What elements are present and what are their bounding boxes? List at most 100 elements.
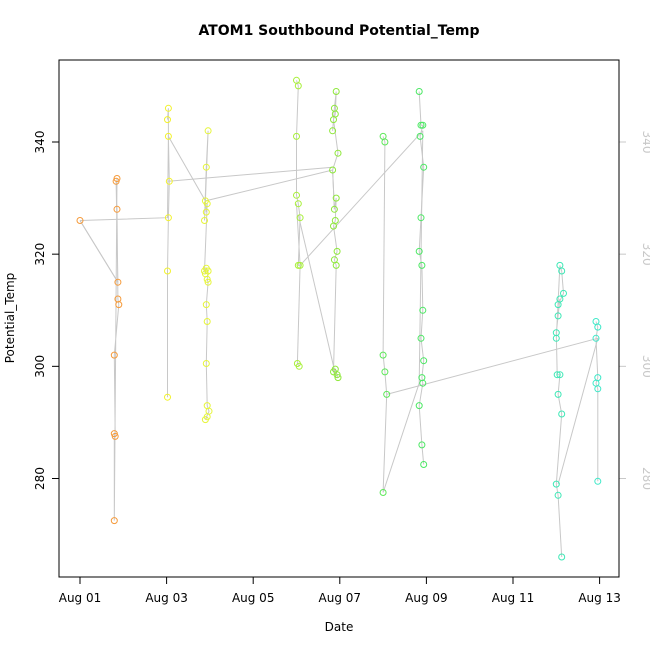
data-point (164, 214, 172, 222)
x-tick-label: Aug 03 (145, 591, 188, 605)
x-tick-label: Aug 07 (319, 591, 362, 605)
x-tick-label: Aug 13 (578, 591, 621, 605)
data-point (204, 267, 212, 275)
y-tick-label-left: 320 (33, 243, 47, 266)
profile-line (595, 321, 599, 482)
data-point (114, 278, 122, 286)
data-point (383, 390, 391, 398)
y-tick-label-left: 340 (33, 131, 47, 154)
data-point (418, 441, 426, 449)
data-point (381, 368, 389, 376)
data-point (333, 247, 341, 255)
data-point (330, 116, 337, 124)
data-point (110, 517, 118, 525)
data-point (419, 121, 427, 129)
x-tick-label: Aug 05 (232, 591, 275, 605)
data-point (420, 163, 428, 171)
data-point (415, 88, 423, 95)
profile-line (79, 178, 120, 521)
data-point (415, 402, 423, 410)
data-point (164, 132, 172, 140)
data-point (552, 480, 560, 488)
data-point (594, 323, 602, 331)
data-point (164, 104, 172, 112)
data-point (420, 461, 428, 468)
data-points (76, 76, 602, 561)
data-point (552, 329, 560, 337)
data-point (112, 177, 120, 185)
data-point (333, 371, 341, 379)
data-point (416, 132, 424, 140)
data-point (293, 132, 300, 140)
data-point (164, 393, 171, 401)
data-point (113, 205, 121, 213)
data-point (419, 306, 427, 314)
data-point (329, 127, 337, 135)
profile-line (418, 91, 425, 465)
data-point (202, 360, 210, 367)
data-point (558, 267, 566, 275)
y-tick-label-right: 300 (640, 355, 650, 378)
y-tick-label-right: 280 (640, 467, 650, 490)
data-point (379, 489, 387, 496)
data-point (295, 362, 303, 370)
data-point (334, 374, 342, 382)
data-point (330, 222, 337, 230)
plot-frame (58, 59, 620, 578)
data-point (330, 205, 338, 213)
data-point (381, 138, 389, 146)
data-point (293, 191, 300, 199)
data-point (115, 301, 123, 309)
data-point (164, 116, 171, 124)
data-point (417, 334, 425, 342)
data-point (202, 163, 210, 171)
data-point (76, 217, 84, 224)
data-point (294, 82, 302, 90)
data-point (419, 379, 427, 387)
data-point (296, 214, 304, 222)
data-point (113, 175, 121, 182)
data-point (594, 385, 602, 393)
profile-line (296, 80, 301, 367)
data-point (332, 194, 340, 202)
x-tick-label: Aug 01 (59, 591, 102, 605)
data-point (204, 278, 212, 286)
data-point (556, 295, 564, 303)
data-point (334, 149, 342, 157)
data-point (203, 413, 211, 421)
data-point (332, 261, 340, 269)
y-tick-label-right: 340 (640, 131, 650, 154)
data-point (558, 553, 566, 561)
x-tick-label: Aug 09 (405, 591, 448, 605)
y-axis-label: Potential_Temp (3, 273, 17, 364)
data-point (203, 275, 211, 283)
data-point (202, 301, 210, 309)
data-point (553, 371, 561, 379)
data-point (560, 289, 567, 297)
chart-title: ATOM1 Southbound Potential_Temp (198, 23, 479, 39)
data-point (554, 312, 562, 320)
data-point (592, 334, 600, 342)
data-point (201, 217, 208, 224)
x-axis-label: Date (325, 620, 354, 634)
data-point (203, 200, 211, 208)
data-point (110, 351, 118, 359)
connecting-line (297, 214, 337, 378)
data-point (110, 430, 118, 438)
data-point (554, 390, 562, 398)
data-point (294, 200, 302, 208)
profile-line (382, 136, 388, 493)
data-point (420, 357, 428, 365)
connecting-line (168, 166, 333, 182)
data-point (558, 410, 566, 418)
data-point (202, 208, 210, 216)
data-point (329, 166, 337, 174)
data-point (332, 88, 340, 95)
data-point (417, 214, 425, 222)
data-point (554, 491, 562, 499)
y-tick-label-left: 300 (33, 355, 47, 378)
x-tick-label: Aug 11 (492, 591, 535, 605)
y-tick-label-right: 320 (640, 243, 650, 266)
